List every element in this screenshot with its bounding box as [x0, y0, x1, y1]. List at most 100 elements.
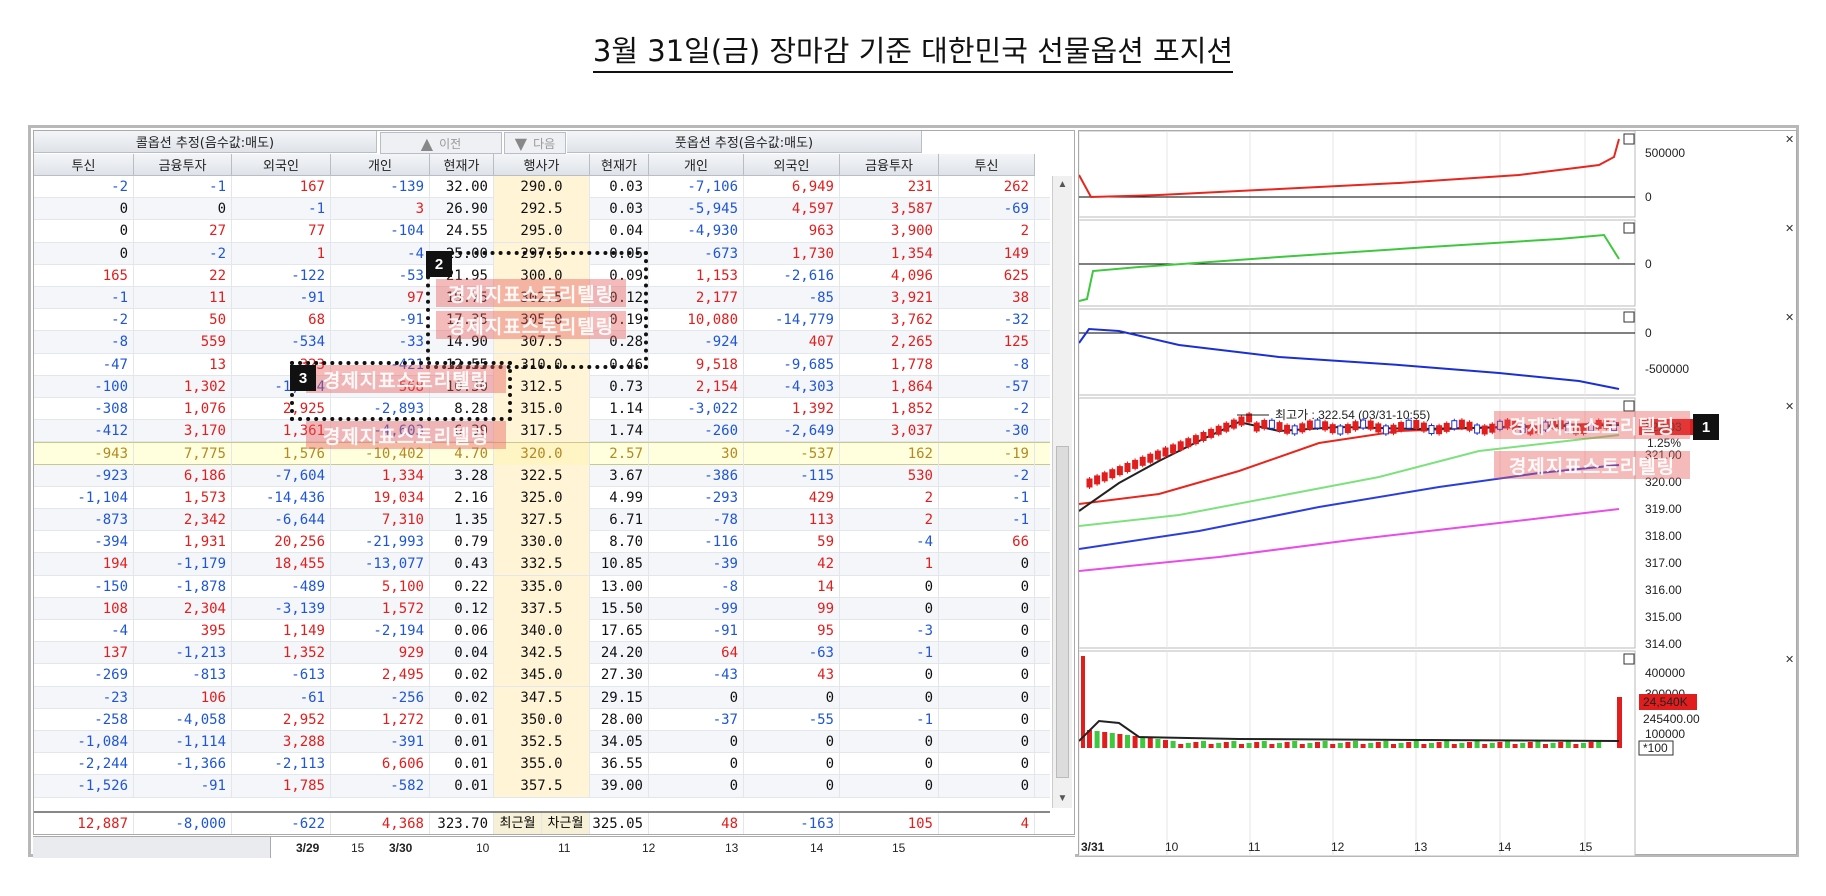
table-row[interactable]: -412 3,170 1,361 -4,603 6.39 317.5 1.74 -260 -2,… [34, 420, 1050, 443]
table-cell: 42 [744, 553, 840, 576]
table-scrollbar[interactable]: ▲ ▼ [1052, 176, 1072, 808]
table-cell: -37 [649, 708, 744, 731]
table-cell: -386 [649, 464, 744, 487]
column-header: 투신 [34, 154, 134, 176]
table-row[interactable]: -8 559 -534 -33 14.90 307.5 0.28 -924 407 2,265 12… [34, 331, 1050, 354]
candle [1276, 422, 1283, 432]
candle [1390, 424, 1397, 434]
strike-price-cell: 335.0 [494, 575, 590, 598]
volume-bar [1163, 740, 1168, 748]
table-row[interactable]: -1001,302-1,72456810.30312.50.732,154-4,… [34, 375, 1050, 398]
table-row[interactable]: -23 106 -61 -256 0.02 347.5 29.15 0 0 0 0 [34, 686, 1050, 709]
scroll-thumb[interactable] [1056, 446, 1069, 778]
table-cell: 1,149 [232, 620, 331, 642]
table-cell: 113 [744, 509, 840, 531]
prev-button[interactable]: ▲ 이전 [380, 132, 502, 154]
table-cell: 0 [744, 775, 840, 798]
table-row[interactable]: -1 11 -91 97 19.75 302.5 0.12 2,177 -85 3,921 38 [34, 287, 1050, 310]
chart-pane [1079, 650, 1636, 856]
table-cell: 1,076 [134, 398, 232, 420]
candle [1610, 422, 1617, 432]
table-row[interactable]: 0 0 -1 3 26.90 292.5 0.03 -5,945 4,597 3,587 -69 [34, 198, 1050, 221]
volume-bar [1353, 741, 1358, 748]
table-row[interactable]: -308 1,076 2,925 -2,893 8.28 315.0 1.14 -3,022 1… [34, 398, 1050, 421]
candle [1200, 432, 1207, 441]
table-row[interactable]: -1,084 -1,114 3,288 -391 0.01 352.5 34.05 0 0 0 0 [34, 731, 1050, 754]
table-row[interactable]: -2 50 68 -91 17.35 305.0 0.19 10,080 -14,779 3,76… [34, 309, 1050, 332]
option-table-panel: 콜옵션 추정(음수값:매도) ▲ 이전 ▼ 다음 풋옵션 추정(음수값:매도) 투신… [33, 130, 1075, 835]
table-cell: -1,366 [134, 753, 232, 776]
table-row[interactable]: -923 6,186 -7,604 1,334 3.28 322.5 3.67 -386 -11… [34, 464, 1050, 487]
table-cell: 1,931 [134, 531, 232, 554]
scroll-down-icon[interactable]: ▼ [1057, 793, 1068, 804]
table-cell: 0 [34, 220, 134, 243]
volume-bar [1444, 741, 1450, 748]
table-row[interactable]: -150 -1,878 -489 5,100 0.22 335.0 13.00 -8 14 0 0 [34, 575, 1050, 598]
table-row[interactable]: 0 -2 1 -4 25.00 297.5 0.05 -673 1,730 1,354 149 [34, 242, 1050, 265]
table-cell: 0.22 [430, 575, 494, 598]
candle [1550, 419, 1557, 429]
volume-current-label: 24,540K [1643, 695, 1688, 709]
table-cell: -412 [34, 420, 134, 443]
next-month-button[interactable]: 차근월 [542, 813, 590, 834]
table-cell: 167 [232, 176, 331, 198]
table-row[interactable]: -258 -4,058 2,952 1,272 0.01 350.0 28.00 -37 -55… [34, 708, 1050, 731]
table-row[interactable]: 0 27 77 -104 24.55 295.0 0.04 -4,930 963 3,900 2 [34, 220, 1050, 243]
candle [1314, 419, 1321, 429]
strike-price-cell: 317.5 [494, 420, 590, 443]
table-cell: 0 [744, 731, 840, 753]
column-header: 현재가 [430, 154, 494, 176]
ma-line-magenta [1079, 508, 1620, 572]
table-cell: -1,526 [34, 775, 134, 798]
table-cell: 1 [232, 242, 331, 265]
table-cell: 0.73 [590, 375, 649, 398]
candle [1192, 435, 1199, 445]
volume-bar [1413, 741, 1419, 748]
table-cell: 3 [331, 198, 430, 221]
candle [1230, 419, 1237, 429]
table-cell: 0.03 [590, 176, 649, 198]
table-cell: 17.35 [430, 309, 494, 332]
next-button[interactable]: ▼ 다음 [504, 132, 566, 154]
table-cell: -61 [232, 686, 331, 709]
table-cell: -43 [649, 664, 744, 687]
table-row[interactable]: -2 -1 167 -139 32.00 290.0 0.03 -7,106 6,949 231 2… [34, 176, 1050, 199]
table-cell: 27.30 [590, 664, 649, 687]
scroll-up-icon[interactable]: ▲ [1057, 179, 1068, 190]
table-cell: 395 [134, 620, 232, 642]
table-row[interactable]: 108 2,304 -3,139 1,572 0.12 337.5 15.50 -99 99 0 0 [34, 597, 1050, 620]
table-cell: 0.09 [590, 264, 649, 287]
table-cell: -2 [939, 464, 1035, 487]
volume-bar [1292, 741, 1298, 748]
volume-avg-label: 245400.00 [1643, 712, 1700, 726]
front-month-button[interactable]: 최근월 [494, 813, 542, 834]
table-row[interactable]: 165 22 -122 -53 21.95 300.0 0.09 1,153 -2,616 4,0… [34, 264, 1050, 287]
table-cell: 1,778 [840, 353, 939, 376]
volume-bar [1117, 734, 1123, 748]
table-cell: 165 [34, 264, 134, 287]
volume-bar [1231, 741, 1237, 748]
strike-price-cell: 315.0 [494, 398, 590, 420]
candle [1344, 424, 1351, 434]
strike-price-cell: 307.5 [494, 331, 590, 354]
table-cell: 0 [649, 753, 744, 776]
table-cell: 2 [840, 486, 939, 509]
table-row[interactable]: -269 -813 -613 2,495 0.02 345.0 27.30 -43 43 0 0 [34, 664, 1050, 687]
table-row[interactable]: -1,526 -91 1,785 -582 0.01 357.5 39.00 0 0 0 0 [34, 775, 1050, 798]
table-row[interactable]: -873 2,342 -6,644 7,310 1.35 327.5 6.71 -78 113 2… [34, 509, 1050, 532]
table-row[interactable]: -394 1,931 20,256 -21,993 0.79 330.0 8.70 -116 5… [34, 531, 1050, 554]
volume-bar [1596, 741, 1602, 748]
candle [1337, 425, 1344, 435]
table-row[interactable]: 137 -1,213 1,352 929 0.04 342.5 24.20 64 -63 -1 0 [34, 642, 1050, 665]
table-row[interactable]: -1,104 1,573 -14,436 19,034 2.16 325.0 4.99 -29… [34, 486, 1050, 509]
table-row[interactable]: -2,244 -1,366 -2,113 6,606 0.01 355.0 36.55 0 0 0… [34, 753, 1050, 776]
table-cell: -258 [34, 708, 134, 731]
volume-bar [1322, 741, 1328, 748]
table-row[interactable]: -4 395 1,149 -2,194 0.06 340.0 17.65 -91 95 -3 0 [34, 620, 1050, 643]
table-cell: 28.00 [590, 708, 649, 731]
table-row[interactable]: 194 -1,179 18,455 -13,077 0.43 332.5 10.85 -39 4… [34, 553, 1050, 576]
volume-bar [1436, 742, 1442, 748]
table-row[interactable]: -943 7,775 1,576 -10,402 4.70 320.0 2.57 30 -537… [34, 442, 1050, 466]
table-cell: 429 [744, 486, 840, 509]
table-cell: 559 [134, 331, 232, 354]
